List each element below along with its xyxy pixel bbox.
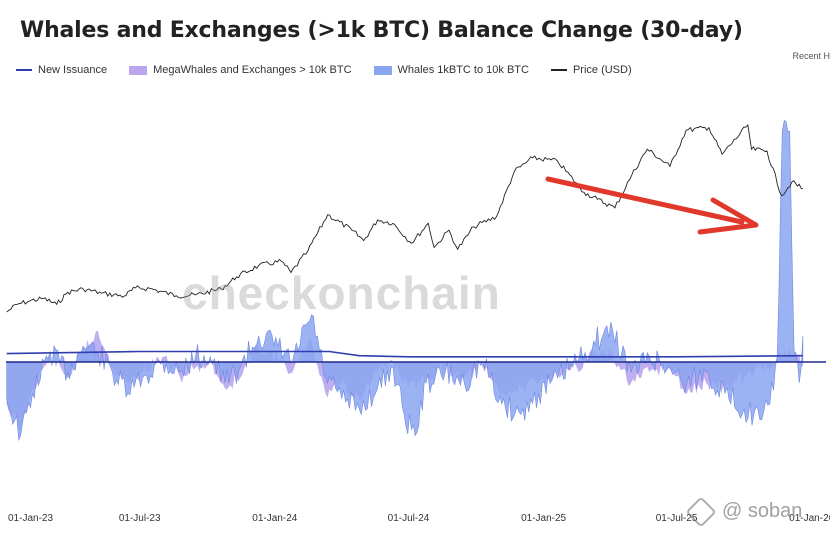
x-tick-label: 01-Jul-23 <box>119 513 161 524</box>
chart-legend: New Issuance MegaWhales and Exchanges > … <box>16 64 654 76</box>
brand-logo-icon <box>685 495 717 528</box>
brand-handle: @ soban <box>722 500 803 522</box>
legend-swatch-new-issuance <box>16 69 32 71</box>
annotation-arrow <box>545 176 759 235</box>
legend-item-new-issuance[interactable]: New Issuance <box>16 64 107 76</box>
chart-title: Whales and Exchanges (>1k BTC) Balance C… <box>20 18 743 43</box>
x-tick-label: 01-Jan-25 <box>521 513 566 524</box>
area-series-whales <box>6 120 804 442</box>
x-tick-label: 01-Jul-25 <box>656 513 698 524</box>
x-tick-label: 01-Jan-23 <box>8 513 53 524</box>
legend-item-whales[interactable]: Whales 1kBTC to 10k BTC <box>373 64 529 76</box>
brand-mark: @ soban <box>685 495 803 528</box>
legend-label-megawhales: MegaWhales and Exchanges > 10k BTC <box>153 64 352 76</box>
watermark: checkonchain <box>182 267 501 319</box>
line-series-price <box>6 124 804 313</box>
legend-swatch-price <box>550 69 567 71</box>
x-tick-label: 01-Jul-24 <box>388 513 430 524</box>
legend-swatch-whales <box>373 65 392 75</box>
legend-label-new-issuance: New Issuance <box>38 64 108 76</box>
x-tick-label: 01-Jan-26 <box>789 513 830 524</box>
legend-swatch-megawhales <box>129 65 148 75</box>
x-tick-label: 01-Jan-24 <box>252 513 297 524</box>
legend-item-megawhales[interactable]: MegaWhales and Exchanges > 10k BTC <box>129 64 352 76</box>
legend-item-price[interactable]: Price (USD) <box>550 64 632 76</box>
line-series-new-issuance <box>6 350 803 358</box>
legend-label-price: Price (USD) <box>572 64 632 76</box>
corner-note: Recent H <box>792 51 830 61</box>
legend-label-whales: Whales 1kBTC to 10k BTC <box>397 64 529 76</box>
